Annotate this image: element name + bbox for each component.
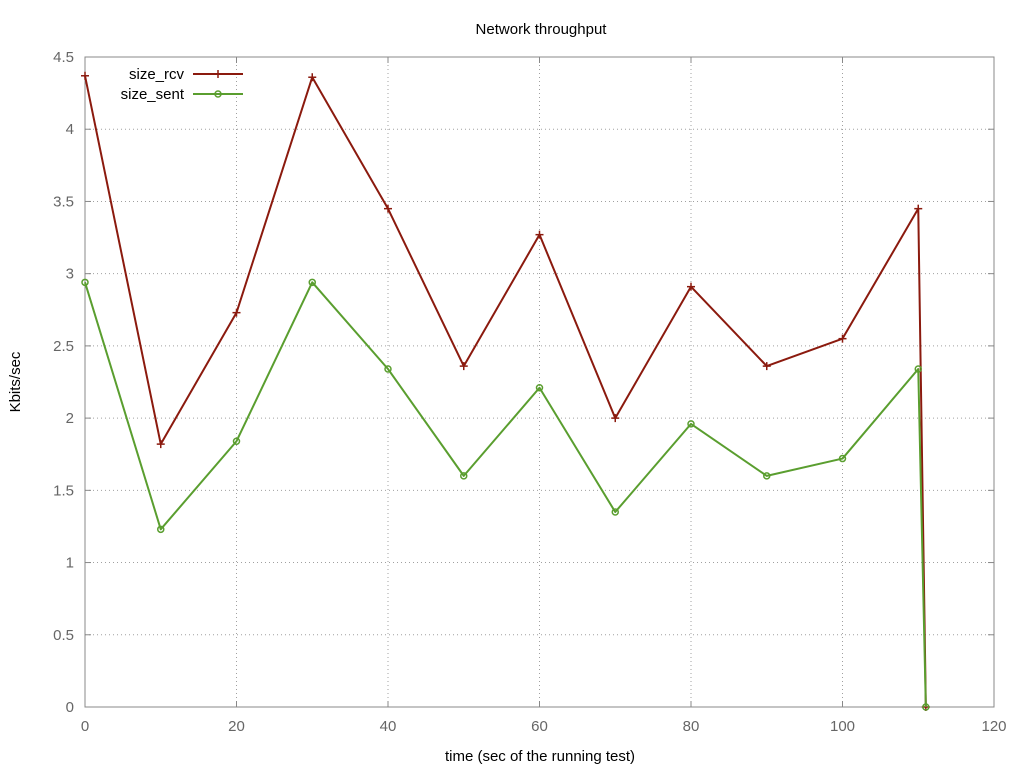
series-group [81, 71, 930, 711]
data-point [459, 362, 468, 371]
y-tick-label: 3.5 [53, 193, 74, 210]
y-tick-label: 0.5 [53, 627, 74, 644]
data-point [308, 278, 316, 287]
y-tick-label: 2 [66, 410, 74, 427]
data-point [762, 362, 771, 371]
data-point [687, 282, 695, 291]
data-point [232, 437, 241, 445]
data-point [535, 230, 544, 239]
data-point [914, 204, 923, 213]
data-point [214, 90, 222, 98]
data-point [922, 703, 930, 711]
y-tick-label: 1 [66, 555, 74, 572]
data-point [914, 365, 922, 373]
x-tick-label: 80 [683, 718, 700, 735]
x-tick-label: 0 [81, 718, 89, 735]
legend-item: size_sent [121, 86, 243, 103]
series-size_rcv [81, 71, 930, 711]
series-line [84, 75, 927, 708]
x-tick-label: 20 [228, 718, 245, 735]
data-point [308, 73, 317, 82]
legend-label: size_rcv [129, 66, 185, 83]
y-tick-label: 2.5 [53, 338, 74, 355]
data-point [611, 414, 620, 423]
legend-item: size_rcv [129, 66, 243, 83]
data-point [156, 440, 165, 449]
grid [85, 57, 994, 707]
data-point [611, 508, 619, 516]
x-axis-label: time (sec of the running test) [445, 748, 635, 765]
data-point [687, 420, 695, 428]
data-point [460, 472, 468, 480]
data-point [838, 454, 847, 463]
data-point [157, 525, 165, 534]
y-tick-label: 4 [66, 121, 74, 138]
y-tick-label: 3 [66, 266, 74, 283]
series-size_sent [81, 278, 930, 711]
data-point [214, 70, 222, 78]
y-axis-label: Kbits/sec [7, 351, 24, 412]
x-tick-label: 120 [981, 718, 1006, 735]
data-point [384, 365, 392, 373]
data-point [81, 71, 89, 80]
legend: size_rcv size_sent [121, 66, 243, 103]
data-point [232, 308, 241, 317]
x-tick-label: 100 [830, 718, 855, 735]
y-tick-label: 4.5 [53, 49, 74, 66]
x-tick-label: 60 [531, 718, 548, 735]
x-tick-label: 40 [380, 718, 397, 735]
data-point [763, 472, 771, 480]
chart-title: Network throughput [476, 21, 608, 38]
data-point [535, 384, 544, 392]
data-point [838, 334, 847, 343]
y-tick-label: 1.5 [53, 482, 74, 499]
legend-label: size_sent [121, 86, 185, 103]
data-point [384, 204, 392, 213]
y-tick-label: 0 [66, 699, 74, 716]
series-line [84, 281, 927, 708]
axis-ticks: 0 0.5 1 1.5 2 2.5 3 3.5 4 4.5 0 20 40 60 80 100 120 [53, 49, 1006, 735]
data-point [81, 278, 89, 287]
